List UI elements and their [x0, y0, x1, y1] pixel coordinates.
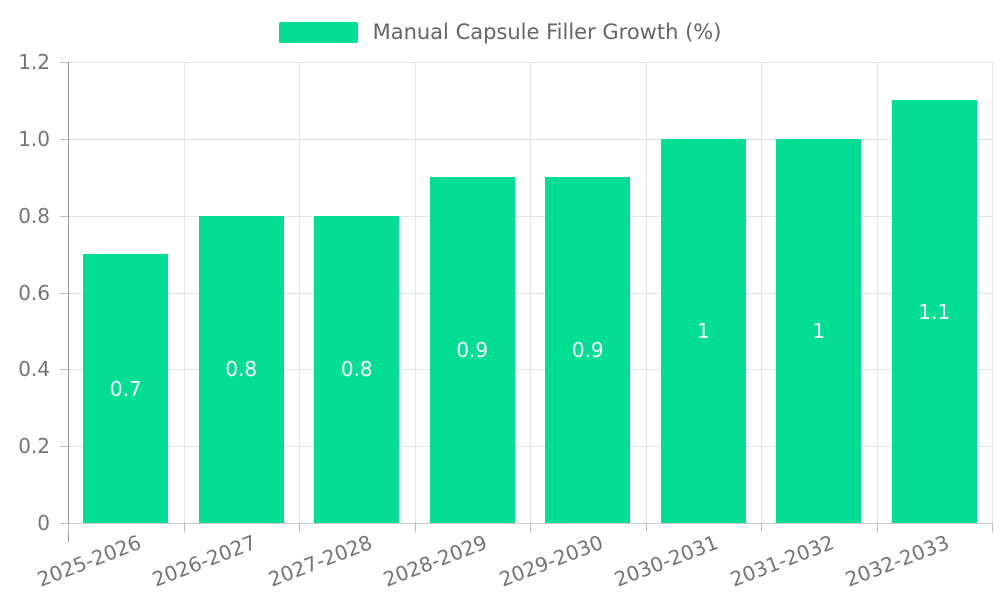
gridline-vertical	[299, 62, 300, 523]
x-axis-tick	[992, 523, 993, 532]
legend-swatch	[278, 21, 358, 43]
x-tick-label: 2028-2029	[380, 530, 491, 592]
x-tick-label: 2030-2031	[611, 530, 722, 592]
bar-2029-2030[interactable]	[545, 177, 631, 523]
y-axis-tick	[60, 215, 68, 217]
bar-2032-2033[interactable]	[891, 100, 977, 523]
x-tick-label: 2032-2033	[842, 530, 953, 592]
legend-label: Manual Capsule Filler Growth (%)	[372, 20, 722, 44]
bar-2031-2032[interactable]	[776, 138, 862, 523]
x-tick-label: 2025-2026	[33, 530, 144, 592]
bar-value-label: 0.7	[109, 376, 142, 401]
bar-value-label: 0.9	[571, 338, 604, 363]
bar-value-label: 1	[696, 318, 710, 343]
y-axis-tick	[60, 62, 68, 63]
y-tick-label: 0.2	[18, 434, 50, 459]
bar-value-label: 0.8	[340, 357, 373, 382]
bar-value-label: 0.9	[456, 338, 489, 363]
bar-2030-2031[interactable]	[660, 138, 746, 523]
gridline-vertical	[414, 62, 416, 523]
gridline-vertical	[876, 62, 878, 523]
bar-2025-2026[interactable]	[83, 254, 169, 523]
gridline-vertical	[992, 62, 993, 523]
x-tick-label: 2029-2030	[495, 530, 606, 592]
y-axis-tick	[60, 292, 68, 294]
x-axis-tick	[183, 523, 185, 532]
y-axis-tick	[60, 138, 68, 140]
bar-2027-2028[interactable]	[314, 215, 400, 523]
y-tick-label: 0.6	[18, 280, 50, 305]
x-axis-tick	[761, 523, 762, 532]
y-axis-tick	[60, 523, 68, 524]
x-tick-label: 2026-2027	[149, 530, 260, 592]
x-axis-tick	[299, 523, 300, 532]
plot-area: 0.7 0.8 0.8 0.9 0.9 1 1 1.1	[68, 62, 993, 524]
gridline-vertical	[645, 62, 647, 523]
y-tick-label: 0.4	[18, 357, 50, 382]
x-axis-tick	[414, 523, 416, 532]
x-tick-label: 2027-2028	[264, 530, 375, 592]
gridline-vertical	[761, 62, 762, 523]
legend-item[interactable]: Manual Capsule Filler Growth (%)	[0, 20, 1000, 44]
y-axis-tick	[60, 369, 68, 371]
bar-2026-2027[interactable]	[198, 215, 284, 523]
y-tick-label: 0.8	[18, 203, 50, 228]
gridline-vertical	[530, 62, 531, 523]
bar-2028-2029[interactable]	[429, 177, 515, 523]
x-axis-tick	[68, 523, 69, 532]
bar-value-label: 1.1	[918, 299, 951, 324]
x-axis-tick	[876, 523, 878, 532]
bar-value-label: 1	[812, 318, 826, 343]
y-axis-line	[68, 62, 69, 542]
x-axis-tick	[645, 523, 647, 532]
x-axis-tick	[530, 523, 531, 532]
y-tick-label: 1.2	[18, 50, 50, 74]
bar-value-label: 0.8	[225, 357, 258, 382]
gridline-vertical	[183, 62, 185, 523]
y-tick-label: 1.0	[18, 126, 50, 151]
x-tick-label: 2031-2032	[726, 530, 837, 592]
y-tick-label: 0	[37, 511, 50, 535]
y-axis-tick	[60, 446, 68, 448]
